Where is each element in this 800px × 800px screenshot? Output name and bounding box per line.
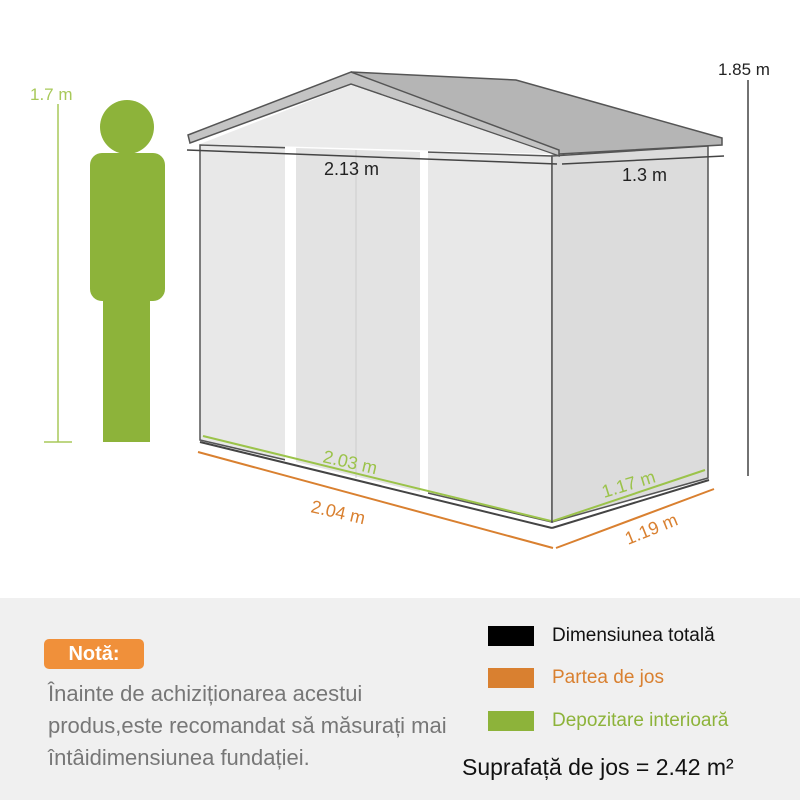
person-height-label: 1.7 m <box>30 85 73 104</box>
legend-swatch-black <box>488 626 534 646</box>
legend-label: Depozitare interioară <box>552 710 729 731</box>
base-width-line <box>197 451 554 549</box>
base-depth-line <box>555 488 715 549</box>
total-height-label: 1.85 m <box>718 60 770 79</box>
note-badge: Notă: <box>44 639 144 669</box>
floor-area-text: Suprafață de jos = 2.42 m² <box>462 754 734 780</box>
interior-depth-line <box>552 469 706 522</box>
legend-label: Dimensiunea totală <box>552 625 715 646</box>
roof-depth-line <box>561 155 725 165</box>
note-text: Înainte de achiziționarea acestui produs… <box>48 681 447 770</box>
shed-base-side-edge <box>551 479 710 529</box>
legend-label: Partea de jos <box>552 667 664 688</box>
base-depth-label: 1.19 m <box>622 510 681 549</box>
shed-side-wall <box>551 145 709 523</box>
gable-face <box>200 85 552 154</box>
person-silhouette <box>90 100 165 442</box>
interior-width-line <box>202 435 552 522</box>
shed-base-edge <box>199 441 553 529</box>
roof-width-line <box>186 149 558 165</box>
base-width-label: 2.04 m <box>309 496 367 528</box>
roof-gable <box>187 71 560 158</box>
roof-depth-label: 1.3 m <box>622 165 667 185</box>
shed-dimension-diagram: 1.7 m 2.13 m 1.3 m 1.85 m 2.03 m 1.17 m … <box>30 60 770 549</box>
info-panel: Notă: Înainte de achiziționarea acestui … <box>0 598 800 800</box>
roof-width-label: 2.13 m <box>324 159 379 179</box>
legend-swatch-orange <box>488 668 534 688</box>
shed-door <box>296 148 420 492</box>
legend-swatch-green <box>488 711 534 731</box>
